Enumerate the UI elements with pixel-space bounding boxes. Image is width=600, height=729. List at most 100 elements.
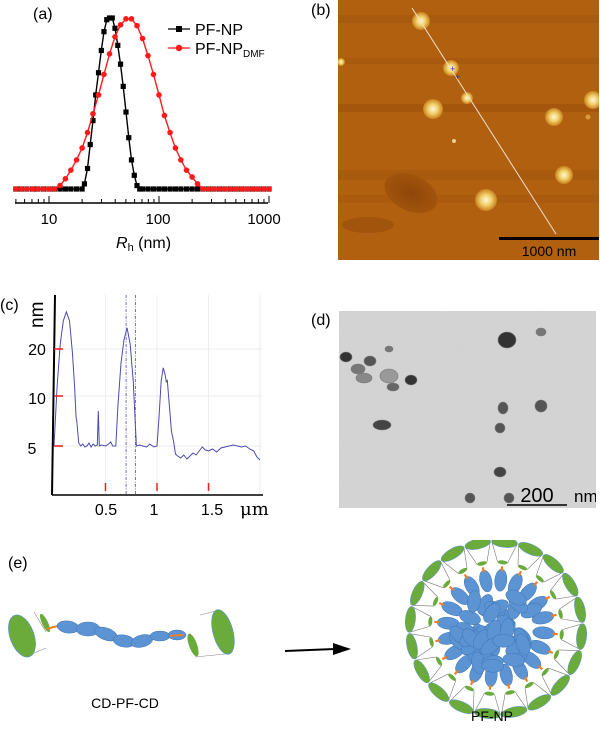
data-point	[134, 182, 140, 189]
pf-cd-arm	[474, 664, 501, 719]
cyclodextrin-icon	[517, 542, 543, 571]
cone-large-rim	[518, 542, 543, 557]
cone-large-rim	[567, 650, 582, 675]
cone-large-rim	[410, 581, 425, 606]
polyfluorene-segment	[505, 589, 527, 606]
data-point	[90, 110, 96, 117]
cone-edge	[474, 693, 501, 715]
pf-cd-arm	[532, 623, 587, 650]
panel-label-d: (d)	[311, 312, 331, 329]
data-point	[167, 186, 173, 192]
molecule-label: CD-PF-CD	[91, 695, 159, 711]
y-tick-label: 10	[28, 391, 46, 408]
cone-large-rim	[550, 674, 570, 696]
cone-small-rim	[517, 564, 528, 571]
data-point	[238, 186, 245, 192]
cyclodextrin-icon	[413, 656, 443, 684]
data-point	[128, 16, 135, 22]
linker	[533, 580, 539, 587]
y-tick-label: 20	[28, 342, 46, 359]
data-point	[172, 186, 179, 192]
cone-small-rim	[429, 637, 434, 647]
scale-bar-unit: nm	[574, 487, 596, 506]
data-point	[29, 186, 36, 192]
data-point	[87, 141, 93, 148]
legend: PF-NP PF-NPDMF	[168, 22, 265, 60]
panel-label-a: (a)	[33, 6, 53, 23]
cone-small-rim	[464, 685, 475, 692]
data-point	[260, 186, 267, 192]
data-point	[109, 15, 115, 21]
cone-edge	[535, 555, 564, 583]
series-pf-np-dmf	[13, 16, 272, 192]
cyclodextrin-icon	[501, 690, 528, 718]
data-point	[167, 129, 173, 136]
cone-edge	[554, 649, 580, 675]
data-point	[139, 35, 146, 42]
cone-small-rim	[435, 656, 443, 666]
cone-large-rim	[501, 706, 528, 718]
pf-cd-arm	[428, 654, 473, 702]
pf-cd-arm	[508, 542, 543, 595]
data-point	[194, 186, 201, 192]
pf-cd-arm	[464, 540, 493, 593]
cone-large-rim	[440, 545, 465, 562]
cyclodextrin-icon	[8, 614, 36, 658]
data-point	[117, 61, 124, 67]
cone-edge	[409, 633, 433, 660]
linker	[441, 655, 448, 661]
x-tick-label: 1.5	[201, 502, 223, 519]
data-point	[249, 186, 256, 192]
cone-large-rim	[413, 659, 430, 684]
cone-edge	[501, 691, 528, 715]
cyclodextrin-icon	[491, 540, 518, 565]
cone-edge	[524, 682, 551, 709]
x-tick-labels: 10 100 1000	[41, 211, 281, 228]
data-point	[40, 186, 47, 192]
pf-cd-arm	[531, 596, 586, 625]
data-point	[95, 92, 102, 98]
cone-edge	[441, 547, 468, 574]
dls-chart: 10 100 1000 Rh (nm) PF-NP PF-NPDMF	[13, 15, 281, 254]
data-point	[34, 186, 41, 192]
cone-small-rim	[443, 580, 451, 589]
data-point	[73, 186, 80, 192]
polyfluorene-segment	[481, 658, 504, 673]
cyclodextrin-icon	[410, 581, 439, 607]
series-group	[13, 15, 272, 192]
nanoparticles	[339, 327, 548, 504]
cone-small-rim	[484, 691, 495, 696]
cone-large-rim	[491, 540, 518, 548]
data-point	[131, 172, 137, 178]
data-point	[126, 135, 132, 141]
data-point	[178, 186, 184, 192]
data-point	[62, 175, 69, 182]
pf-np-nanoparticle	[405, 540, 587, 719]
data-point	[101, 29, 107, 35]
linker	[523, 676, 529, 683]
polyfluorene-segment	[492, 633, 515, 648]
cone-large-rim	[449, 699, 474, 714]
linker	[507, 683, 511, 689]
x-tick-labels: 0.5 1 1.5	[95, 502, 223, 519]
data-point	[178, 157, 184, 163]
cone-edge	[517, 544, 543, 570]
data-point	[200, 186, 206, 192]
cone-small-rim	[558, 609, 563, 619]
cd-pf-cd-molecule	[8, 609, 235, 658]
cyclodextrin-icon	[474, 691, 501, 719]
y-tick-labels: 5 10 20	[28, 342, 46, 458]
panel-label-c: (c)	[0, 297, 19, 314]
data-point	[183, 167, 190, 173]
x-axis-label: Rh (nm)	[116, 235, 171, 254]
data-point	[79, 186, 85, 192]
cyclodextrin-icon	[428, 673, 457, 702]
x-axis	[15, 196, 270, 204]
data-point	[139, 186, 146, 192]
x-tick-label: 0.5	[95, 502, 117, 519]
cone-small-rim	[559, 629, 564, 640]
data-point	[161, 186, 168, 192]
x-axis-label: μm	[240, 499, 269, 520]
pf-cd-arm	[491, 540, 518, 592]
cone-small-rim	[541, 667, 549, 676]
